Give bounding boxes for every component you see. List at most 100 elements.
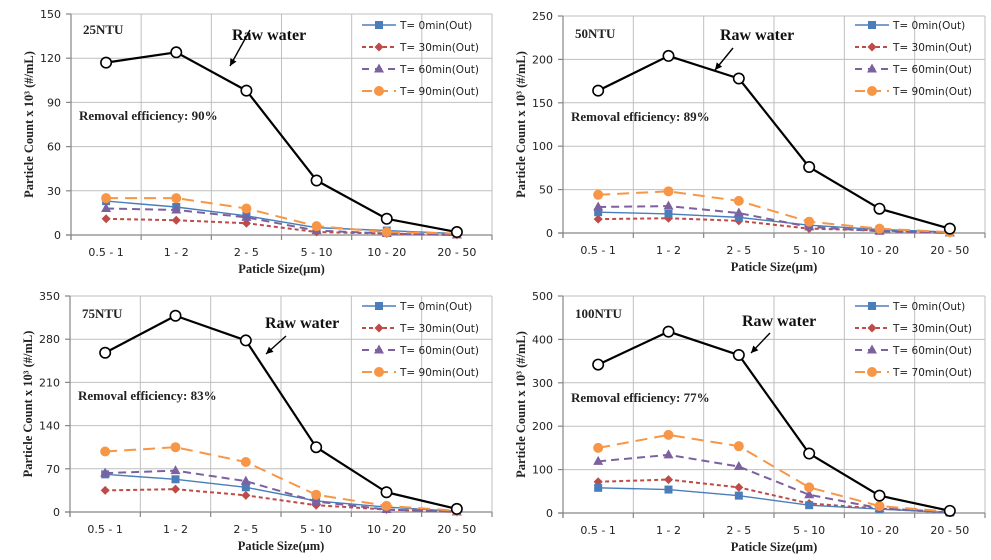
point-raw-water (310, 441, 323, 454)
point-t90 (100, 446, 111, 457)
point-t60 (311, 496, 322, 506)
point-raw-water (99, 346, 112, 359)
point-raw-water (380, 212, 393, 225)
point-t90 (593, 189, 604, 200)
x-tick-label: 5 - 10 (300, 523, 332, 536)
point-t90 (663, 429, 674, 440)
point-raw-water (592, 358, 605, 371)
line-t0 (106, 200, 457, 235)
series-t90 (593, 429, 955, 517)
point-t90 (733, 441, 744, 452)
point-t0 (734, 491, 743, 500)
point-t0 (805, 501, 814, 510)
legend-label: T= 60min(Out) (892, 345, 972, 357)
legend-marker (374, 63, 384, 73)
x-tick-label: 2 - 5 (726, 244, 751, 257)
point-t90 (171, 193, 182, 204)
removal-efficiency-label: Removal efficiency: 83% (78, 388, 217, 403)
legend-marker (375, 302, 383, 310)
gridlines (70, 295, 493, 512)
y-tick-label: 30 (47, 185, 61, 198)
point-t0 (594, 483, 603, 492)
legend-item-t30: T= 30min(Out) (362, 42, 479, 54)
x-tick-label: 1 - 2 (656, 524, 681, 537)
point-t60 (240, 475, 251, 485)
point-t30 (100, 485, 110, 495)
point-t90 (733, 195, 744, 206)
removal-efficiency-label: Removal efficiency: 89% (571, 109, 710, 124)
x-tick-label: 5 - 10 (793, 244, 825, 257)
line-t60 (106, 207, 457, 236)
point-t60 (171, 204, 182, 214)
point-t90 (804, 216, 815, 227)
x-tick-label: 10 - 20 (367, 523, 406, 536)
arrow-head (715, 62, 723, 70)
annotation-arrow-icon (229, 29, 251, 67)
legend-marker (867, 323, 877, 333)
x-axis-title: Paticle Size(μm) (731, 260, 818, 274)
chart-svg: 0 30 60 90 120 150 0.5 - 1 1 - 2 2 - 5 5 - 10 10 -… (22, 8, 493, 276)
line-raw-water (104, 314, 458, 510)
x-tick-label: 5 - 10 (301, 246, 333, 259)
legend-marker (867, 344, 877, 354)
point-raw-water (450, 226, 463, 239)
x-tick-label: 0.5 - 1 (580, 244, 615, 257)
point-t0 (171, 475, 180, 484)
legend-item-t60: T= 60min(Out) (855, 63, 972, 76)
series-raw-water (592, 325, 956, 517)
y-tick-label: 200 (532, 53, 553, 66)
legend-item-t30: T= 30min(Out) (855, 323, 972, 335)
line-t60 (598, 453, 950, 514)
chart-panel-25ntu: 0 30 60 90 120 150 0.5 - 1 1 - 2 2 - 5 5 - 10 10 -… (0, 0, 495, 280)
x-tick-label: 20 - 50 (930, 244, 969, 257)
point-t60 (170, 465, 181, 475)
annotation-arrow-icon (714, 47, 734, 71)
point-raw-water (662, 325, 675, 338)
point-t30 (101, 214, 111, 224)
chart-panel-75ntu: 0 70 140 210 280 350 0.5 - 1 1 - 2 2 - 5 5 - 10 10… (0, 280, 495, 560)
legend: T= 0min(Out) T= 30min(Out) T= 60min(Out) T=… (362, 301, 479, 379)
x-tick-label: 1 - 2 (163, 523, 188, 536)
point-t60 (593, 455, 604, 465)
legend-label: T= 0min(Out) (892, 301, 965, 313)
panel-label: 75NTU (82, 306, 123, 321)
point-t90 (663, 186, 674, 197)
point-t90 (241, 203, 252, 214)
y-tick-label: 100 (532, 464, 553, 477)
legend-marker (374, 367, 384, 377)
point-t60 (241, 211, 252, 221)
point-raw-water (803, 447, 816, 460)
legend-item-t0: T= 0min(Out) (855, 301, 965, 313)
point-t90 (311, 489, 322, 500)
point-t30 (734, 482, 744, 492)
line-t30 (598, 217, 950, 234)
line-t0 (105, 473, 457, 513)
line-t90 (106, 197, 457, 235)
x-tick-label: 10 - 20 (367, 246, 406, 259)
x-tick-label: 2 - 5 (233, 523, 258, 536)
point-t60 (593, 201, 604, 211)
x-tick-label: 0.5 - 1 (580, 524, 615, 537)
point-t0 (241, 483, 250, 492)
line-t60 (598, 205, 950, 234)
legend-marker (374, 86, 384, 96)
y-tick-label: 50 (539, 184, 553, 197)
y-tick-label: 0 (53, 506, 60, 519)
y-axis-title: Particle Count x 10³ (#/mL) (514, 331, 528, 478)
point-t60 (663, 449, 674, 459)
point-t90 (804, 482, 815, 493)
panel-label: 25NTU (83, 22, 124, 37)
line-t90 (598, 190, 950, 234)
legend-label: T= 70min(Out) (892, 367, 972, 379)
legend-item-t0: T= 0min(Out) (362, 20, 472, 32)
removal-efficiency-label: Removal efficiency: 77% (571, 390, 710, 405)
y-axis-title: Particle Count x 10³ (#/mL) (514, 51, 528, 198)
point-raw-water (169, 309, 182, 322)
legend-label: T= 60min(Out) (399, 64, 479, 76)
line-t90 (597, 433, 950, 513)
series-raw-water (100, 46, 463, 239)
annotation-arrow-icon (265, 335, 287, 355)
y-axis-title: Particle Count x 10³ (#/mL) (22, 51, 36, 198)
point-t30 (664, 475, 673, 485)
x-tick-label: 2 - 5 (726, 524, 751, 537)
